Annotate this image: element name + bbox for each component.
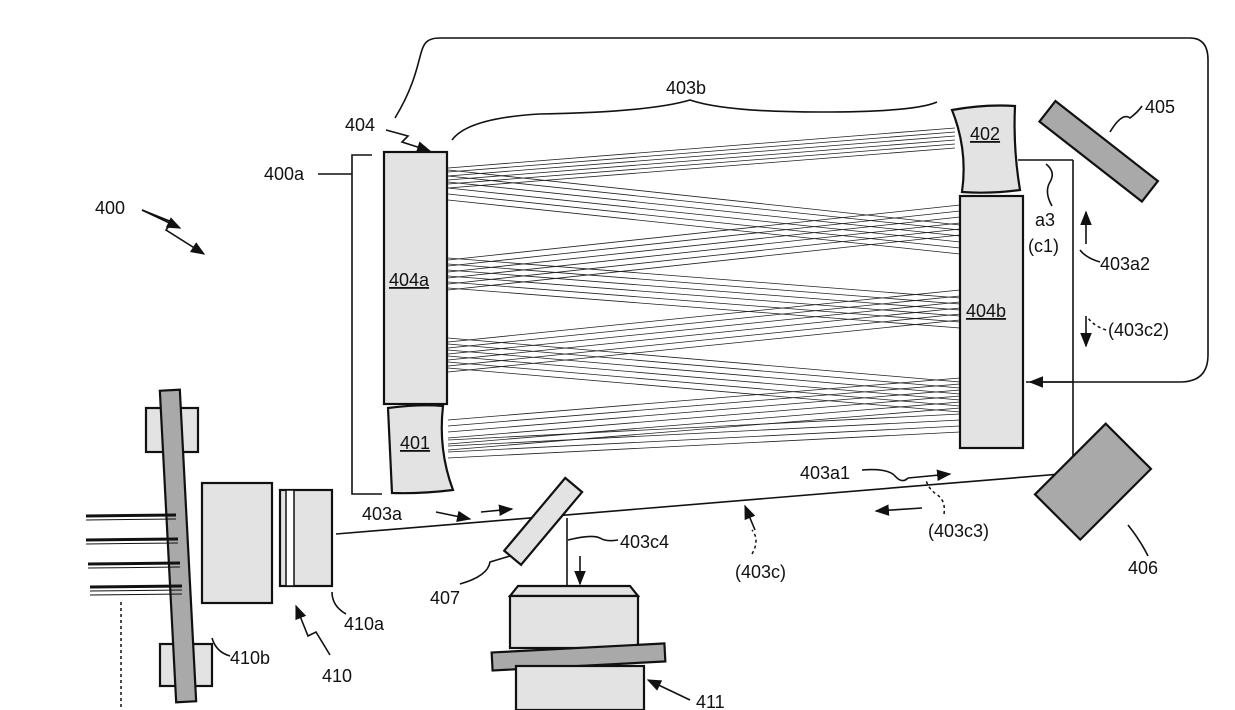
mirror-404a — [382, 150, 449, 406]
label-404: 404 — [345, 115, 375, 135]
mirror-404b — [958, 194, 1025, 450]
label-a3: a3 — [1035, 210, 1055, 230]
label-411: 411 — [696, 692, 725, 710]
label-403b: 403b — [666, 78, 706, 98]
brace-403b — [451, 99, 938, 141]
label-403a2: 403a2 — [1100, 254, 1150, 274]
bracket-400a — [351, 154, 382, 495]
label-403c4: 403c4 — [620, 532, 669, 552]
arrow-410 — [295, 604, 331, 656]
leader-403a2 — [1079, 249, 1101, 263]
label-405: 405 — [1145, 97, 1175, 117]
label-404a: 404a — [389, 270, 430, 290]
label-c1: (c1) — [1028, 236, 1059, 256]
mirror-402 — [950, 104, 1022, 194]
arrow-400-squiggle — [141, 209, 206, 255]
label-407: 407 — [430, 588, 460, 608]
mirror-406 — [1033, 422, 1153, 542]
mirror-401 — [386, 404, 455, 495]
arrow-403c-pointer — [744, 504, 756, 531]
leader-405 — [1109, 105, 1143, 133]
label-403c: (403c) — [735, 562, 786, 582]
leader-403c — [751, 529, 757, 555]
beam-bundle-403b — [447, 127, 961, 459]
leader-407 — [459, 555, 511, 585]
leader-403c4 — [567, 535, 619, 542]
leader-406 — [1127, 524, 1149, 557]
label-403c3: (403c3) — [928, 521, 989, 541]
mirror-405 — [1037, 99, 1160, 204]
leader-a3 — [1045, 163, 1054, 207]
label-403a1: 403a1 — [800, 463, 850, 483]
arrow-403a1 — [907, 469, 952, 481]
label-403a: 403a — [362, 504, 403, 524]
arrow-403a — [435, 510, 472, 523]
mirror-407 — [502, 476, 584, 567]
source-410 — [85, 388, 334, 710]
label-401: 401 — [400, 433, 430, 453]
label-410a: 410a — [344, 614, 385, 634]
label-400a: 400a — [264, 164, 305, 184]
label-400: 400 — [95, 198, 125, 218]
beam-main-lower — [335, 472, 1074, 535]
leader-403a1 — [861, 468, 909, 482]
label-403c2: (403c2) — [1108, 320, 1169, 340]
label-406: 406 — [1128, 558, 1158, 578]
leader-410b — [211, 637, 231, 657]
arrow-404 — [385, 129, 432, 153]
arrow-411 — [646, 679, 691, 701]
enclosure-bracket — [394, 37, 1209, 383]
leader-403c2 — [1087, 317, 1107, 331]
label-410b: 410b — [230, 648, 270, 668]
arrow-403c3 — [874, 504, 923, 516]
label-402: 402 — [970, 124, 1000, 144]
leader-410a — [331, 591, 347, 615]
label-404b: 404b — [966, 301, 1006, 321]
detector-411 — [490, 584, 667, 710]
arrow-403a-beam — [480, 504, 514, 516]
leader-403c3 — [925, 479, 946, 515]
label-410: 410 — [322, 666, 352, 686]
